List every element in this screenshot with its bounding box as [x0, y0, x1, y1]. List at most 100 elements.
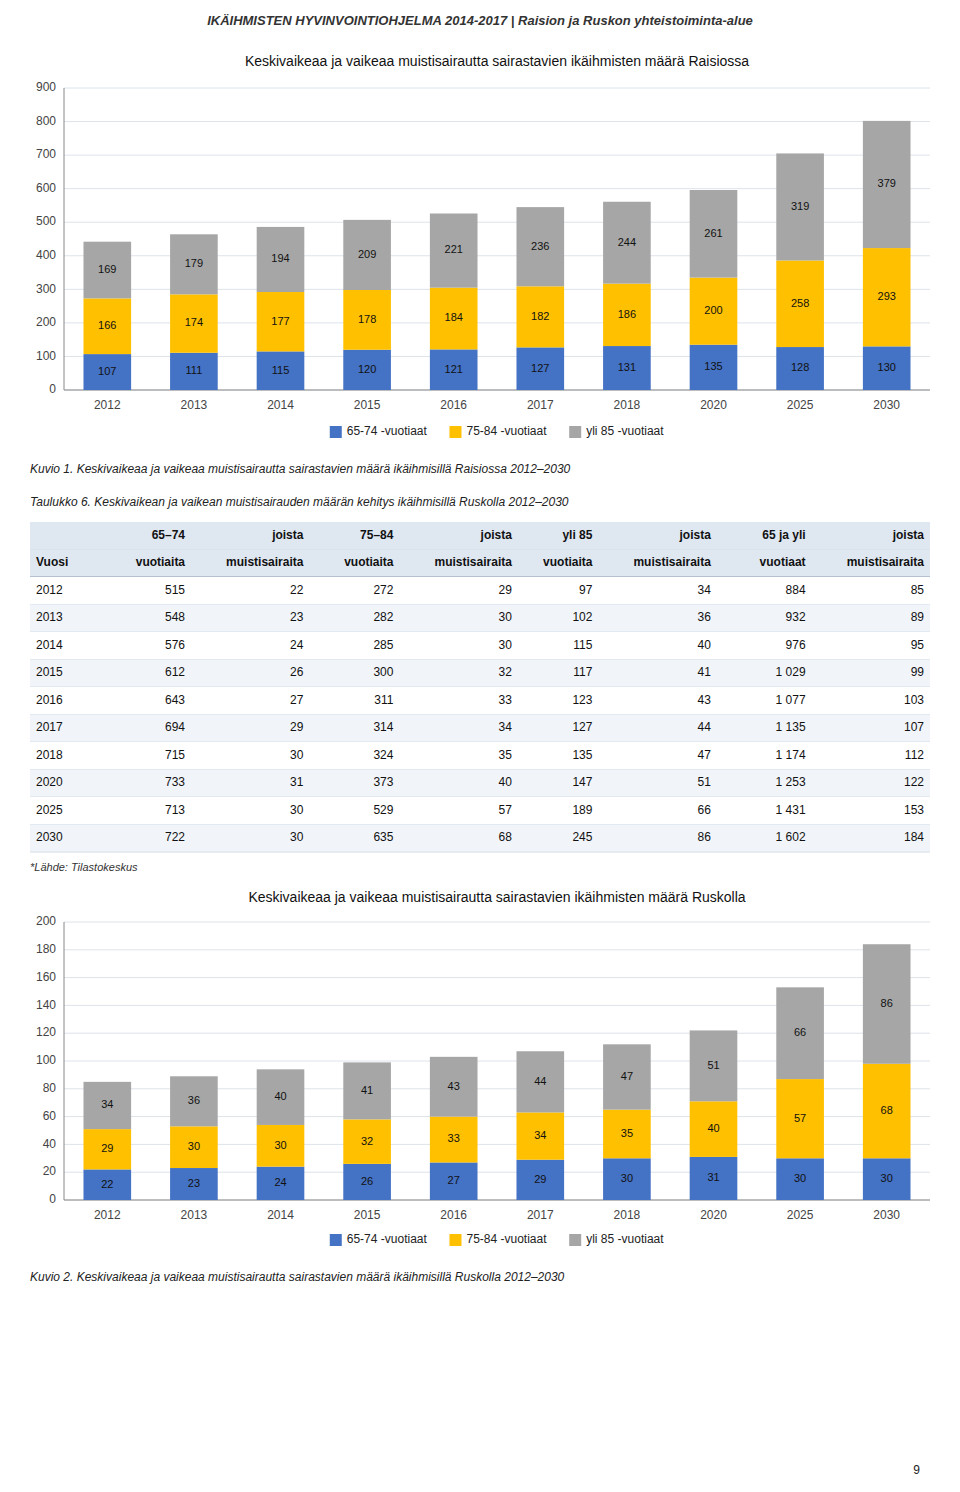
table-row — [30, 632, 930, 660]
data-label: 209 — [358, 248, 376, 260]
table-cell: 30 — [290, 803, 304, 817]
table-cell: 95 — [911, 638, 925, 652]
legend-swatch — [449, 1234, 461, 1246]
table-cell: 34 — [499, 720, 513, 734]
y-tick-label: 900 — [36, 80, 56, 94]
table-header-cell: vuotiaita — [543, 555, 593, 569]
table-cell: 122 — [904, 775, 924, 789]
x-tick-label: 2016 — [440, 1208, 467, 1222]
x-tick-label: 2020 — [700, 398, 727, 412]
bar-segment — [430, 1117, 478, 1163]
table-header-cell: muistisairaita — [633, 555, 711, 569]
table-cell: 40 — [697, 638, 711, 652]
table-cell: 123 — [572, 693, 592, 707]
table-cell: 612 — [165, 665, 185, 679]
table-cell: 2025 — [36, 803, 63, 817]
y-tick-label: 500 — [36, 214, 56, 228]
table-cell: 884 — [786, 583, 806, 597]
table-cell: 57 — [499, 803, 513, 817]
data-label: 30 — [881, 1172, 893, 1184]
bar-segment — [83, 354, 131, 390]
data-label: 33 — [448, 1132, 460, 1144]
table-cell: 117 — [573, 665, 592, 679]
bar-segment — [83, 1082, 131, 1129]
x-tick-label: 2013 — [181, 1208, 208, 1222]
x-tick-label: 2030 — [873, 1208, 900, 1222]
bar-segment — [516, 347, 564, 390]
table-cell: 2030 — [36, 830, 63, 844]
data-label: 34 — [534, 1129, 546, 1141]
data-label: 127 — [531, 362, 549, 374]
table-cell: 635 — [373, 830, 393, 844]
bar-segment — [83, 1169, 131, 1200]
table-row — [30, 577, 930, 605]
table-footnote: *Lähde: Tilastokeskus — [30, 861, 138, 873]
bar-segment — [430, 1162, 478, 1200]
bar-segment — [170, 1126, 218, 1168]
table-cell: 127 — [572, 720, 592, 734]
data-label: 186 — [618, 308, 636, 320]
table-cell: 36 — [697, 610, 711, 624]
bar-segment — [430, 349, 478, 390]
table-cell: 1 077 — [776, 693, 806, 707]
table-cell: 1 174 — [776, 748, 806, 762]
table-row — [30, 770, 930, 798]
data-label: 31 — [707, 1171, 719, 1183]
table-cell: 2013 — [36, 610, 63, 624]
bar-segment — [776, 1079, 824, 1158]
chart: Keskivaikeaa ja vaikeaa muistisairautta … — [36, 889, 930, 1246]
y-axis-line — [64, 88, 65, 390]
table-cell: 22 — [290, 583, 304, 597]
table-row — [30, 797, 930, 825]
bar-segment — [863, 346, 911, 390]
table-cell: 115 — [573, 638, 592, 652]
bars — [83, 121, 910, 390]
data-label: 182 — [531, 310, 549, 322]
table-cell: 99 — [911, 665, 925, 679]
bar-segment — [257, 1069, 305, 1125]
data-label: 130 — [878, 361, 896, 373]
y-tick-label: 40 — [43, 1137, 57, 1151]
grid-line — [64, 949, 930, 950]
data-label: 135 — [704, 360, 722, 372]
bar-segment — [690, 190, 738, 278]
table-cell: 1 029 — [776, 665, 806, 679]
table-header-cell: muistisairaita — [435, 555, 513, 569]
table-cell: 2017 — [36, 720, 63, 734]
x-tick-label: 2014 — [267, 398, 294, 412]
y-axis-line — [64, 922, 65, 1200]
table-row — [30, 522, 930, 550]
data-label: 194 — [271, 252, 289, 264]
table-cell: 35 — [499, 748, 513, 762]
data-label: 121 — [445, 363, 463, 375]
y-tick-label: 160 — [36, 970, 56, 984]
bar-segment — [603, 1110, 651, 1159]
table-cell: 103 — [904, 693, 924, 707]
table-cell: 112 — [905, 748, 924, 762]
legend-swatch — [449, 426, 461, 438]
data-label: 128 — [791, 361, 809, 373]
bar-segment — [603, 202, 651, 284]
page-title: IKÄIHMISTEN HYVINVOINTIOHJELMA 2014-2017… — [207, 13, 753, 28]
table-cell: 314 — [373, 720, 393, 734]
bar-segment — [690, 278, 738, 345]
x-tick-label: 2025 — [787, 398, 814, 412]
data-label: 26 — [361, 1175, 373, 1187]
bar-segment — [343, 220, 391, 290]
bar-segment — [863, 248, 911, 346]
table-cell: 2012 — [36, 583, 63, 597]
table-cell: 694 — [165, 720, 185, 734]
bar-segment — [603, 284, 651, 346]
data-label: 22 — [101, 1178, 113, 1190]
data-label: 166 — [98, 319, 116, 331]
bar-segment — [776, 1158, 824, 1200]
bar-segment — [430, 1057, 478, 1117]
table-cell: 107 — [904, 720, 924, 734]
bar-segment — [257, 351, 305, 390]
legend: 65-74 -vuotiaat75-84 -vuotiaatyli 85 -vu… — [330, 1232, 664, 1246]
data-label: 258 — [791, 297, 809, 309]
y-tick-label: 0 — [49, 382, 56, 396]
table-cell: 89 — [911, 610, 925, 624]
table-row — [30, 605, 930, 633]
y-tick-label: 20 — [43, 1164, 57, 1178]
